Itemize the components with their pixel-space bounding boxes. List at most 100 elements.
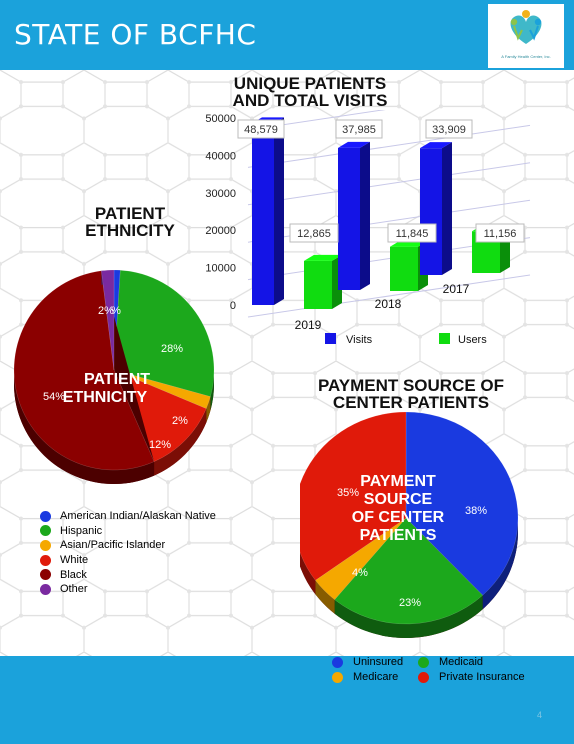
gridline: [247, 110, 386, 131]
logo: A Family Health Center, Inc.: [488, 4, 564, 68]
pie-slice-label: 12%: [149, 439, 171, 451]
legend-item-ai-an: American Indian/Alaskan Native: [40, 509, 216, 524]
data-label-users: 11,845: [396, 228, 429, 240]
ethnicity-title-line-1: PATIENT: [94, 204, 166, 223]
pie-slice-label: 4%: [352, 567, 368, 579]
bar-users-top: [304, 254, 342, 261]
y-tick-label: 0: [230, 300, 236, 312]
legend-label-users: Users: [458, 334, 487, 346]
legend-dot-icon: [332, 671, 343, 683]
bar-visits-top: [338, 141, 370, 148]
pie-slice: [300, 411, 407, 581]
bar-visits-side: [360, 141, 370, 290]
legend-label: White: [60, 554, 89, 567]
pie-center-label: PAYMENT: [360, 473, 436, 490]
bar-users: [390, 246, 418, 291]
bar-visits: [252, 123, 274, 305]
legend-dot-icon: [40, 554, 51, 566]
legend-item-white: White: [40, 553, 216, 568]
visits-title-line-1: UNIQUE PATIENTS: [233, 74, 387, 93]
payment-chart-title: PAYMENT SOURCE OF CENTER PATIENTS: [300, 377, 522, 411]
data-label-box: [387, 223, 437, 243]
legend-item-other: Other: [40, 582, 216, 597]
legend-dot-icon: [40, 525, 51, 537]
payment-title-line-1: PAYMENT SOURCE OF: [317, 376, 505, 395]
data-label-visits: 33,909: [432, 124, 466, 136]
pie-slice-label: 38%: [465, 505, 487, 517]
x-category-label: 2019: [295, 318, 322, 332]
y-tick-label: 50000: [205, 113, 236, 125]
legend-dot-icon: [418, 671, 429, 683]
bar-visits: [420, 148, 442, 275]
y-tick-label: 20000: [205, 225, 236, 237]
ethnicity-chart-title: PATIENT ETHNICITY: [60, 205, 200, 239]
pie-slice: [113, 369, 207, 462]
pie-center-label: OF CENTER: [352, 509, 445, 526]
legend-item-hispanic: Hispanic: [40, 524, 216, 539]
legend-label: American Indian/Alaskan Native: [60, 510, 216, 523]
ethnicity-title-line-2: ETHNICITY: [85, 221, 175, 240]
pie-extra-label: %: [111, 305, 121, 317]
legend-dot-icon: [332, 656, 343, 668]
legend-dot-icon: [40, 583, 51, 595]
x-category-label: 2018: [375, 297, 402, 311]
data-label-users: 11,156: [484, 228, 517, 240]
gridline: [247, 124, 531, 168]
legend-dot-icon: [40, 539, 51, 551]
pie-slice: [113, 269, 215, 397]
legend-label: Black: [60, 568, 87, 581]
legend-item-asian: Asian/Pacific Islander: [40, 538, 216, 553]
y-tick-label: 30000: [205, 188, 236, 200]
legend-label: Asian/Pacific Islander: [60, 539, 166, 552]
x-category-label: 2017: [443, 282, 470, 296]
ethnicity-legend: American Indian/Alaskan Native Hispanic …: [40, 509, 216, 597]
legend-label: Hispanic: [60, 524, 103, 537]
payment-title-line-2: CENTER PATIENTS: [332, 393, 490, 412]
logo-caption: A Family Health Center, Inc.: [501, 54, 551, 59]
pie-center-label: SOURCE: [364, 491, 433, 508]
bar-visits-side: [274, 117, 284, 305]
page-number: 4: [537, 710, 543, 720]
header-bar: STATE OF BCFHC A Family Health Center, I…: [0, 0, 574, 70]
data-label-visits: 37,985: [342, 124, 376, 136]
data-label-users: 12,865: [297, 228, 331, 240]
bar-users: [304, 260, 332, 309]
legend-item-medicare: Medicare: [332, 671, 398, 683]
legend-dot-icon: [40, 569, 51, 581]
pie-slice-label: 2%: [172, 415, 188, 427]
pie-slice-side: [315, 580, 335, 614]
legend-item-black: Black: [40, 567, 216, 582]
bar-visits: [338, 147, 360, 290]
legend-swatch-visits: [325, 333, 336, 344]
legend-label: Uninsured: [353, 656, 404, 668]
bar-visits-top: [420, 142, 452, 149]
pie-slice: [13, 270, 155, 471]
pie-slice-side: [206, 396, 211, 423]
page-title: STATE OF BCFHC: [14, 18, 257, 51]
pie-center-label: ETHNICITY: [63, 389, 148, 406]
bar-visits-side: [442, 142, 452, 275]
legend-dot-icon: [40, 510, 51, 522]
visits-chart-title: UNIQUE PATIENTS AND TOTAL VISITS: [205, 75, 415, 109]
pie-slice: [113, 369, 211, 409]
y-tick-label: 10000: [205, 263, 236, 275]
data-label-box: [289, 223, 339, 243]
legend-label-visits: Visits: [346, 334, 373, 346]
y-tick-label: 40000: [205, 150, 236, 162]
family-logo-icon: [510, 10, 542, 44]
data-label-box: [475, 223, 525, 243]
pie-slice-label: 35%: [337, 487, 359, 499]
visits-bar-chart: 50000 40000 30000 20000 10000 0 48,579 37,985 33…: [205, 110, 531, 346]
pie-slice: [101, 269, 115, 371]
legend-item-private-insurance: Private Insurance: [418, 671, 525, 683]
legend-swatch-users: [439, 333, 450, 344]
data-label-box: [237, 119, 285, 139]
data-label-visits: 48,579: [244, 124, 278, 136]
pie-slice: [334, 517, 484, 625]
gridline: [247, 162, 531, 206]
gridline: [247, 274, 531, 318]
legend-item-uninsured: Uninsured: [332, 656, 403, 668]
legend-item-medicaid: Medicaid: [418, 656, 483, 668]
